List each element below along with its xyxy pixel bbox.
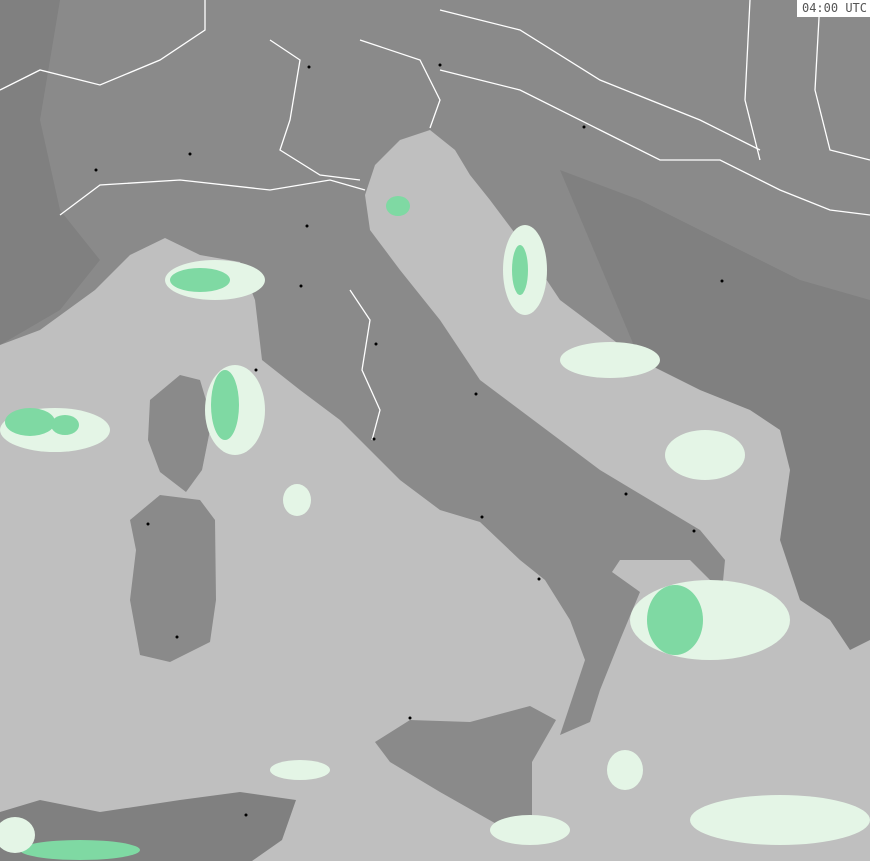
- island-corsica: [148, 375, 212, 492]
- island-sicily: [375, 706, 556, 826]
- precipitation: [0, 196, 870, 860]
- land-balkans: [560, 170, 870, 650]
- country-borders: [0, 0, 870, 441]
- island-sardinia: [130, 495, 216, 662]
- time-label: 04:00 UTC: [796, 0, 870, 17]
- city-markers: [94, 63, 724, 817]
- land-france: [0, 0, 100, 345]
- sea: [0, 130, 870, 861]
